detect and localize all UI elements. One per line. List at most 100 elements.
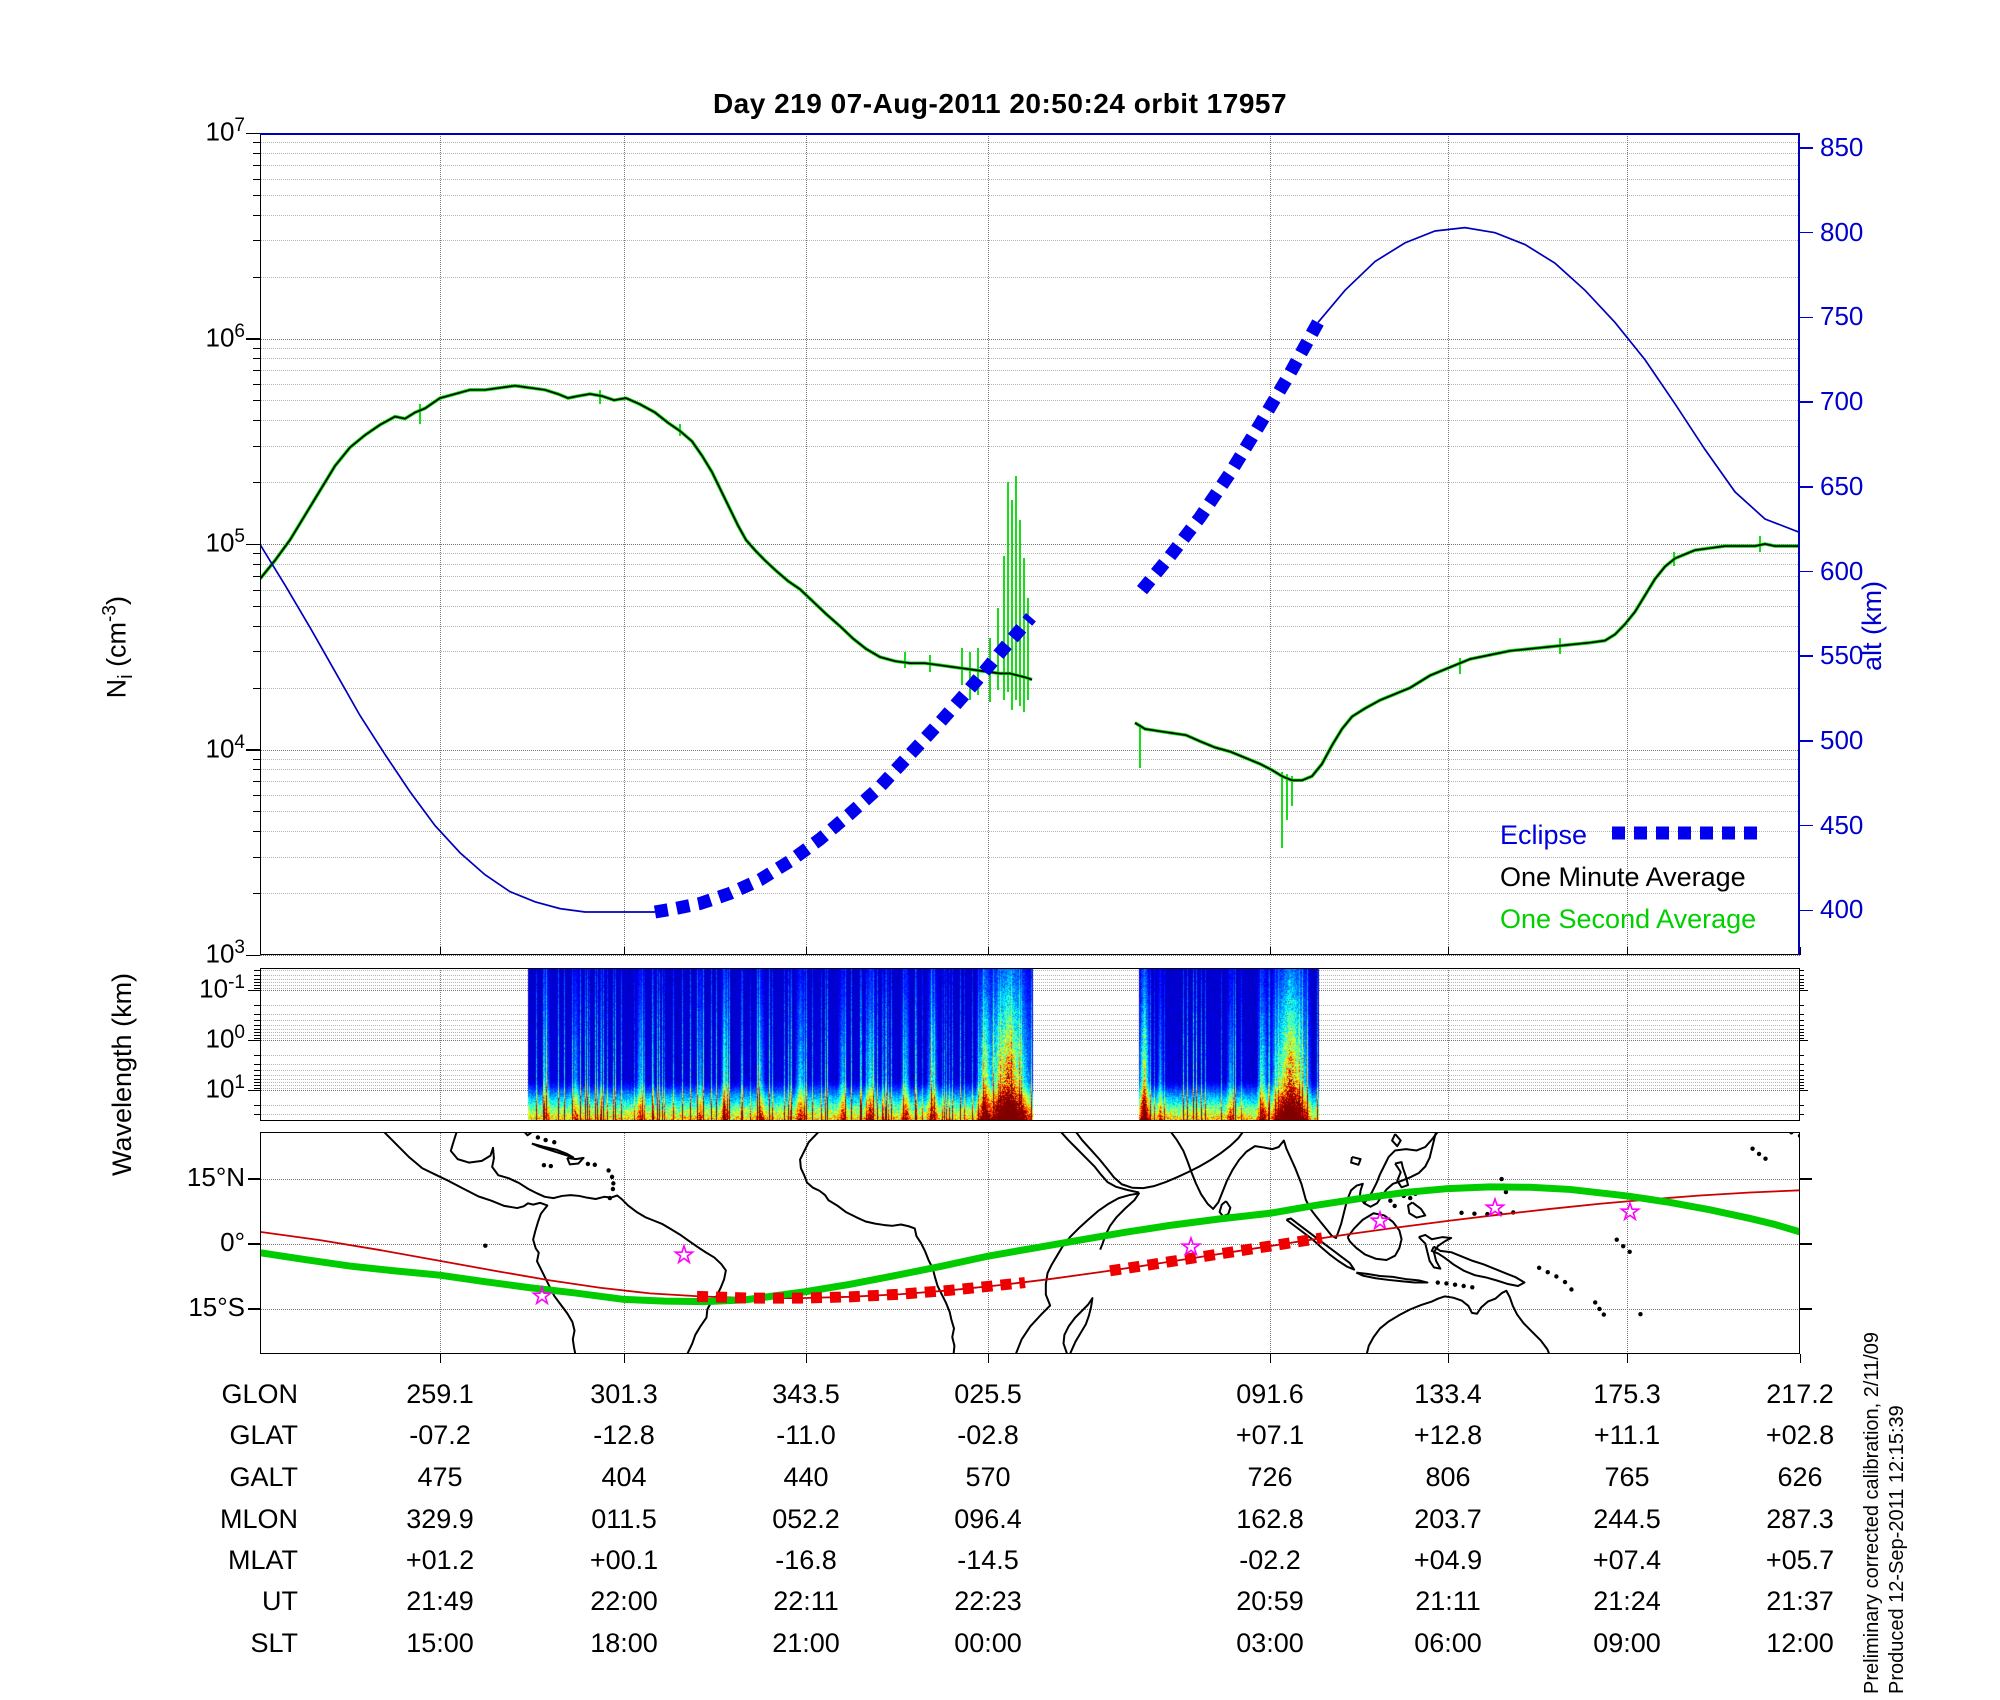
one-minute-average-line (1134, 543, 1800, 782)
wavelength-minor-tick (254, 1020, 260, 1022)
latitude-gridline (260, 1309, 1800, 1310)
left-axis-minor-tick (253, 482, 260, 484)
map-frame (260, 1132, 1800, 1354)
island-dot (1472, 1211, 1477, 1216)
left-axis-minor-tick (253, 152, 260, 154)
table-cell: 475 (417, 1462, 463, 1492)
left-axis-minor-tick (253, 194, 260, 196)
map-lat-tick (248, 1178, 260, 1180)
table-cell: +11.1 (1593, 1420, 1661, 1450)
table-cell: 00:00 (954, 1628, 1022, 1658)
island-dot (1408, 1195, 1413, 1201)
minor-gridline (260, 781, 1800, 783)
ground-track-line (260, 1183, 1800, 1306)
island-dot (1601, 1312, 1607, 1317)
left-axis-minor-tick (253, 856, 260, 858)
island-dot (1638, 1311, 1643, 1317)
left-axis-minor-tick (253, 276, 260, 278)
top-plot-x-tick (1627, 947, 1629, 955)
minor-gridline (260, 152, 1800, 154)
eclipse-dashes (653, 612, 1036, 919)
island-dot (552, 1140, 557, 1145)
map-lat-tick (1800, 1243, 1812, 1245)
minor-gridline (260, 445, 1800, 447)
wavelength-minor-tick (1800, 987, 1804, 989)
island-dot (1392, 1203, 1397, 1209)
table-cell: 726 (1247, 1462, 1293, 1492)
top-plot-x-tick (1448, 947, 1450, 955)
map-x-tick (1627, 1354, 1629, 1363)
top-plot-x-tick (1270, 947, 1272, 955)
wavelength-minor-tick (254, 1085, 260, 1087)
y-axis-label-wavelength: Wavelength (km) (107, 972, 137, 1176)
left-axis-minor-tick (253, 370, 260, 372)
coastline (1394, 1161, 1410, 1189)
sidenote-calibration: Preliminary corrected calibration, 2/11/… (1861, 1331, 1883, 1694)
top-plot-x-tick (1800, 947, 1802, 955)
minor-gridline (260, 214, 1800, 216)
major-gridline (260, 749, 1800, 751)
left-axis-tick-label: 107 (205, 115, 246, 147)
right-axis-tick (1800, 570, 1813, 573)
right-axis-tick-label: 450 (1820, 809, 1864, 840)
island-dot (1452, 1282, 1458, 1287)
left-axis-tick (246, 132, 260, 135)
table-cell: -07.2 (409, 1420, 471, 1450)
minor-gridline (260, 240, 1800, 242)
wavelength-minor-tick (254, 1070, 260, 1072)
ground-station-star (1619, 1200, 1641, 1222)
left-axis-minor-tick (253, 625, 260, 627)
minor-gridline (260, 589, 1800, 591)
minor-gridline (260, 178, 1800, 180)
table-cell: -14.5 (957, 1545, 1019, 1575)
island-dot (1569, 1287, 1574, 1292)
table-cell: 096.4 (954, 1504, 1022, 1534)
coastline (449, 1132, 727, 1354)
table-cell: +02.8 (1765, 1420, 1835, 1450)
minor-gridline (260, 370, 1800, 372)
table-cell: 133.4 (1414, 1379, 1482, 1409)
island-dot (535, 1135, 541, 1140)
table-cell: +12.8 (1413, 1420, 1483, 1450)
right-axis-tick-label: 700 (1820, 386, 1864, 417)
coastline (1014, 1192, 1140, 1354)
wavelength-minor-tick (254, 1078, 260, 1080)
table-cell: 21:11 (1415, 1586, 1481, 1616)
right-axis-tick-label: 500 (1820, 724, 1864, 755)
table-cell: 091.6 (1236, 1379, 1304, 1409)
map-x-tick (1448, 1354, 1450, 1363)
wavelength-spectrogram (260, 968, 1800, 1121)
table-row-label: MLAT (227, 1545, 298, 1575)
minor-gridline (260, 625, 1800, 627)
island-dot (1435, 1280, 1440, 1285)
wavelength-minor-tick (254, 1087, 260, 1089)
wavelength-tick-label: 101 (205, 1072, 246, 1104)
left-axis-tick-label: 105 (205, 526, 246, 558)
wavelength-minor-tick (1800, 982, 1804, 984)
wavelength-tick (248, 1089, 260, 1092)
vertical-gridline (1627, 133, 1628, 955)
left-axis-minor-tick (253, 178, 260, 180)
left-axis-minor-tick (253, 769, 260, 771)
table-cell: 12:00 (1766, 1628, 1834, 1658)
eclipse-ground-dashes (1109, 1232, 1323, 1277)
right-axis-tick-label: 800 (1820, 216, 1864, 247)
wavelength-minor-tick (254, 1028, 260, 1030)
table-cell: 06:00 (1414, 1628, 1482, 1658)
ground-station-star (1484, 1196, 1506, 1218)
wavelength-minor-tick (254, 985, 260, 987)
island-dot (1545, 1269, 1550, 1275)
table-row-label: MLON (219, 1504, 298, 1534)
table-cell: +07.1 (1235, 1420, 1305, 1450)
minor-gridline (260, 563, 1800, 565)
island-dot (1459, 1210, 1464, 1216)
table-cell: 22:23 (954, 1586, 1022, 1616)
left-axis-minor-tick (253, 400, 260, 402)
table-row-label: UT (262, 1586, 298, 1616)
vertical-gridline (624, 133, 625, 955)
island-dot (606, 1168, 611, 1173)
table-cell: 287.3 (1766, 1504, 1834, 1534)
vertical-gridline (806, 1132, 807, 1354)
island-dot (1614, 1237, 1619, 1242)
left-axis-minor-tick (253, 214, 260, 216)
